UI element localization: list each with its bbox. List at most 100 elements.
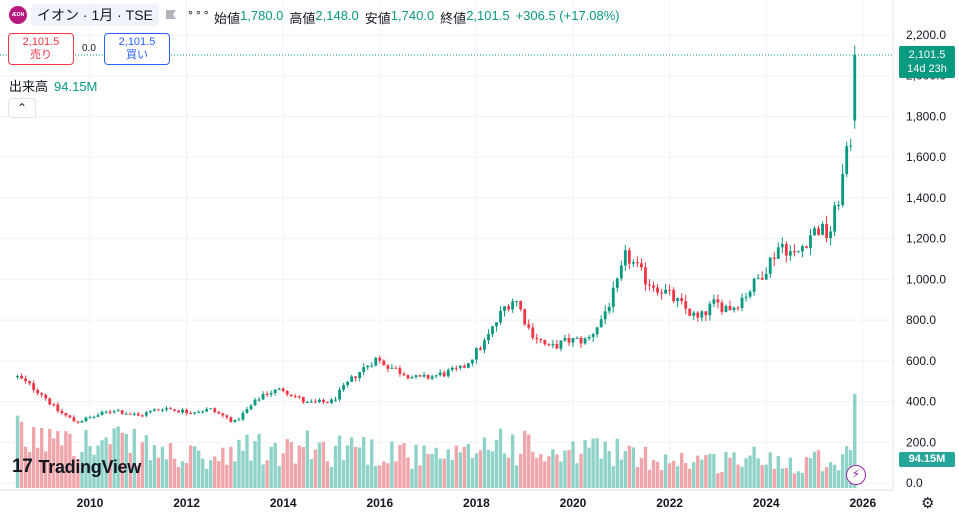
volume-bar (23, 446, 28, 488)
volume-bar (667, 463, 672, 488)
x-tick-label: 2018 (463, 496, 490, 510)
volume-bar (478, 450, 483, 488)
x-tick-label: 2026 (849, 496, 876, 510)
sell-button[interactable]: 2,101.5 売り (8, 33, 74, 65)
candle-body (511, 301, 515, 310)
candle-body (603, 311, 607, 320)
candle-body (708, 303, 712, 316)
flag-icon[interactable] (165, 9, 177, 21)
candle-body (563, 337, 567, 341)
volume-bar (293, 463, 297, 488)
candle-body (627, 250, 631, 264)
volume-bar (510, 434, 515, 488)
candle-body (342, 385, 345, 390)
candle-body (499, 310, 502, 323)
candle-body (454, 367, 458, 369)
volume-bar (309, 459, 314, 488)
candle-body (221, 413, 225, 416)
candle-body (623, 250, 627, 266)
x-tick-label: 2024 (753, 496, 780, 510)
last-price-tag: 2,101.5 14d 23h (899, 46, 955, 78)
candle-body (591, 334, 595, 337)
y-tick-label: 800.0 (906, 313, 936, 327)
candle-body (177, 410, 180, 413)
collapse-button[interactable]: ⌃ (8, 98, 36, 118)
volume-bar (406, 457, 410, 488)
volume-bar (547, 456, 551, 488)
volume-bar (555, 454, 559, 488)
candle-body (680, 298, 684, 302)
volume-bar (229, 446, 233, 488)
volume-bar (736, 464, 740, 488)
candle-body (833, 205, 837, 232)
volume-bar (696, 455, 700, 488)
volume-bar (374, 465, 378, 488)
x-tick-label: 2010 (77, 496, 104, 510)
volume-bar (301, 446, 306, 488)
volume-bar (820, 471, 825, 488)
candlesticks (16, 45, 857, 424)
candle-body (245, 409, 249, 413)
volume-bar (84, 429, 88, 488)
volume-bar (273, 442, 277, 488)
y-tick-label: 200.0 (906, 435, 936, 449)
volume-bar (136, 465, 140, 488)
candle-body (652, 285, 655, 288)
volume-bar (466, 443, 471, 488)
candle-body (515, 300, 519, 302)
sell-price: 2,101.5 (22, 36, 60, 48)
candle-body (656, 287, 659, 293)
volume-bar (192, 446, 197, 488)
more-icon[interactable]: ∘∘∘ (187, 7, 211, 19)
volume-bar (768, 452, 772, 488)
candle-body (587, 336, 591, 339)
volume-bar (615, 438, 619, 488)
low-value: 1,740.0 (390, 8, 435, 23)
candle-body (849, 145, 853, 147)
candle-body (52, 404, 56, 406)
settings-gear-icon[interactable]: ⚙ (921, 495, 935, 512)
tradingview-logo[interactable]: 17 TradingView (12, 456, 141, 478)
volume-bar (225, 464, 229, 488)
volume-bar (744, 458, 748, 488)
candle-body (648, 284, 651, 286)
candle-body (233, 419, 237, 422)
volume-bar (337, 435, 342, 488)
candle-body (165, 408, 168, 410)
volume-bar (619, 459, 623, 488)
candle-body (640, 263, 643, 268)
aeon-logo: ÆON (9, 6, 27, 24)
volume-bar (748, 455, 752, 488)
volume-bar (708, 453, 712, 488)
candle-body (410, 377, 414, 379)
candle-body (607, 306, 611, 312)
candle-body (64, 413, 68, 416)
candle-body (559, 340, 563, 349)
candle-body (241, 412, 245, 420)
volume-bar (19, 421, 24, 488)
volume-bar (249, 460, 253, 488)
volume-bar (213, 456, 217, 488)
volume-bar (80, 451, 84, 488)
candle-body (547, 344, 551, 346)
bolt-icon[interactable]: ⚡ (846, 465, 866, 485)
candle-body (615, 278, 619, 288)
candle-body (491, 326, 494, 335)
volume-bar (168, 443, 173, 488)
symbol-selector[interactable]: イオン · 1月 · TSE (31, 4, 159, 26)
candle-body (792, 251, 796, 253)
buy-button[interactable]: 2,101.5 買い (104, 33, 170, 65)
volume-bar (52, 438, 56, 488)
volume-bar (756, 458, 760, 488)
y-tick-label: 1,600.0 (906, 150, 946, 164)
volume-bar (345, 445, 350, 488)
candle-body (305, 402, 309, 404)
candle-body (257, 399, 261, 401)
symbol-title[interactable]: イオン · 1月 · TSE (31, 4, 159, 26)
volume-bar (704, 455, 708, 488)
candle-body (36, 389, 40, 394)
open-value: 1,780.0 (240, 8, 284, 23)
close-value: 2,101.5 (466, 8, 510, 23)
volume-bar (221, 447, 225, 488)
